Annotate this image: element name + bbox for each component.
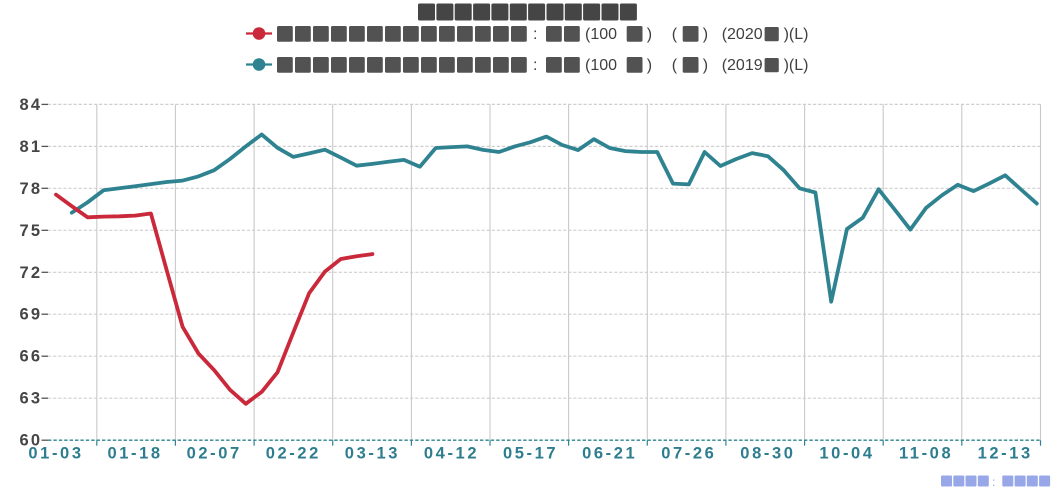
svg-text:): ) — [703, 26, 708, 43]
svg-text:01-03: 01-03 — [28, 445, 83, 463]
svg-text::: : — [533, 26, 537, 43]
svg-text:): ) — [647, 26, 652, 43]
svg-text:(100: (100 — [585, 57, 617, 74]
svg-text:60: 60 — [20, 432, 43, 450]
svg-text:07-26: 07-26 — [661, 445, 716, 463]
svg-text:81: 81 — [20, 138, 43, 156]
svg-text:03-13: 03-13 — [345, 445, 400, 463]
svg-text:63: 63 — [20, 390, 43, 408]
svg-text:06-21: 06-21 — [582, 445, 637, 463]
svg-text:84: 84 — [20, 96, 43, 114]
svg-text:(2019: (2019 — [722, 57, 763, 74]
svg-text:(100: (100 — [585, 26, 617, 43]
svg-text:)(L): )(L) — [784, 26, 809, 43]
svg-text:): ) — [703, 57, 708, 74]
svg-text:72: 72 — [20, 264, 43, 282]
svg-text:10-04: 10-04 — [819, 445, 874, 463]
svg-text:75: 75 — [20, 222, 43, 240]
svg-text:01-18: 01-18 — [107, 445, 162, 463]
svg-text::: : — [992, 475, 995, 489]
svg-text:(2020: (2020 — [722, 26, 763, 43]
svg-text:)(L): )(L) — [784, 57, 809, 74]
svg-text:11-08: 11-08 — [899, 445, 953, 463]
svg-text:04-12: 04-12 — [424, 445, 479, 463]
svg-text:(: ( — [672, 57, 678, 74]
svg-text:(: ( — [672, 26, 678, 43]
svg-text:): ) — [647, 57, 652, 74]
svg-text:08-30: 08-30 — [740, 445, 795, 463]
svg-text:02-07: 02-07 — [187, 445, 242, 463]
svg-text::: : — [533, 57, 537, 74]
svg-text:66: 66 — [20, 348, 43, 366]
svg-text:05-17: 05-17 — [503, 445, 558, 463]
svg-text:12-13: 12-13 — [978, 445, 1033, 463]
svg-text:02-22: 02-22 — [266, 445, 321, 463]
svg-text:69: 69 — [20, 306, 43, 324]
svg-text:78: 78 — [20, 180, 43, 198]
